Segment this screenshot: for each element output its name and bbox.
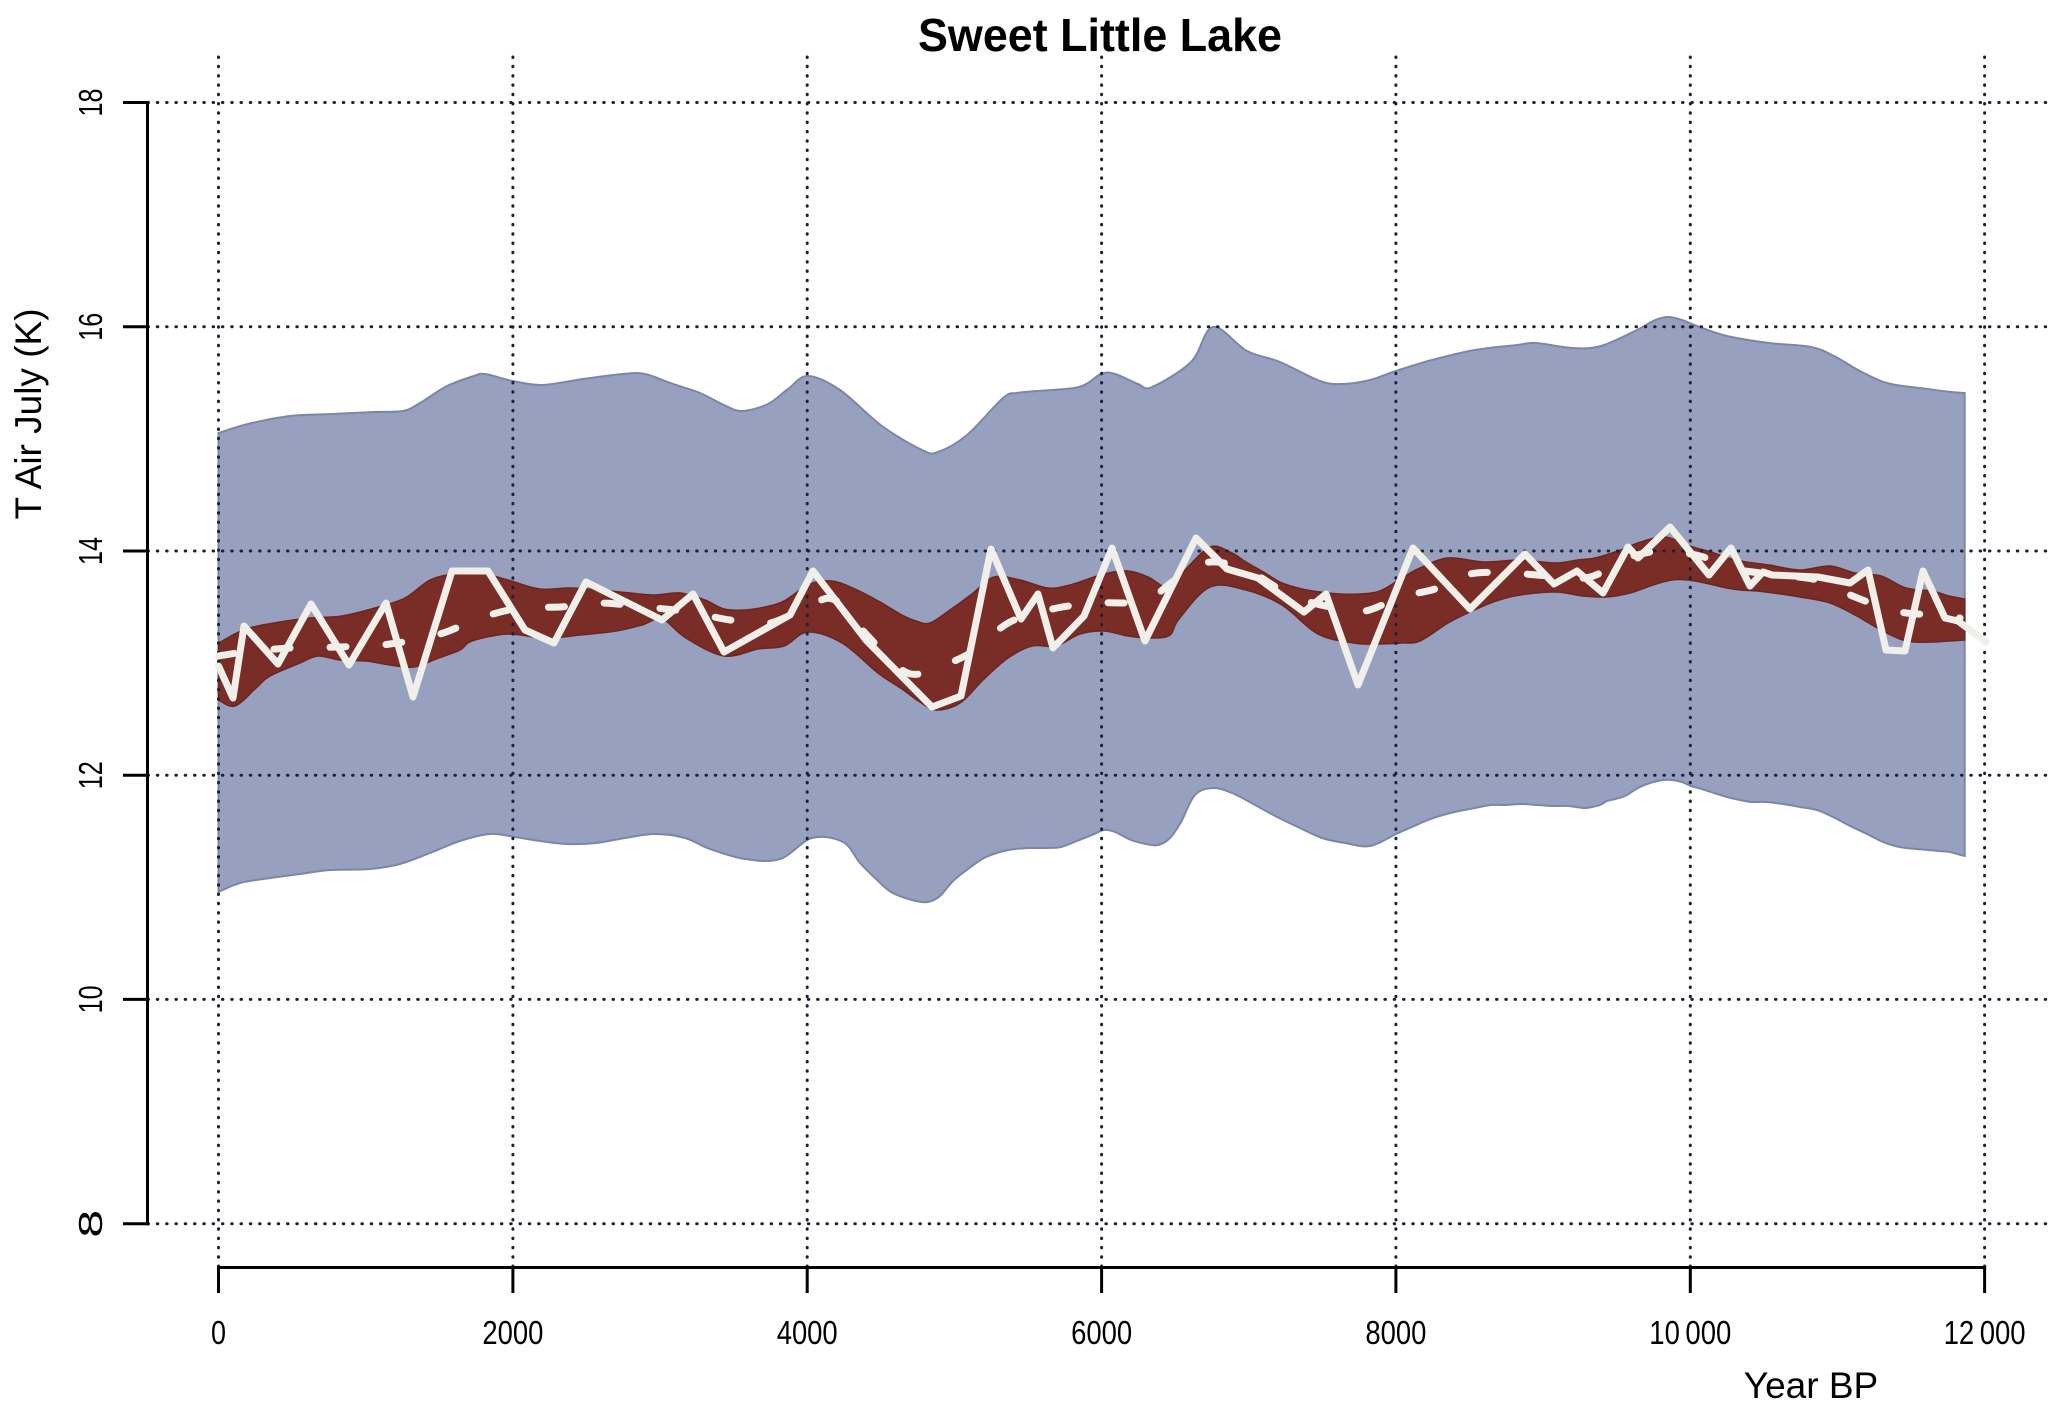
svg-text:10 000: 10 000: [1649, 1314, 1731, 1351]
svg-text:6000: 6000: [1071, 1314, 1132, 1351]
svg-text:18: 18: [72, 89, 109, 117]
svg-text:T Air July (K): T Air July (K): [8, 308, 49, 519]
svg-text:Year BP: Year BP: [1744, 1365, 1878, 1406]
svg-text:14: 14: [72, 537, 109, 565]
svg-text:0: 0: [211, 1314, 226, 1351]
svg-text:4000: 4000: [777, 1314, 838, 1351]
svg-text:8: 8: [72, 1210, 109, 1238]
svg-text:12: 12: [72, 761, 109, 789]
svg-text:12 000: 12 000: [1944, 1314, 2026, 1351]
svg-text:8000: 8000: [1365, 1314, 1426, 1351]
svg-text:2000: 2000: [482, 1314, 543, 1351]
svg-text:Sweet Little Lake: Sweet Little Lake: [918, 9, 1282, 61]
svg-text:16: 16: [72, 313, 109, 341]
svg-text:10: 10: [72, 985, 109, 1013]
